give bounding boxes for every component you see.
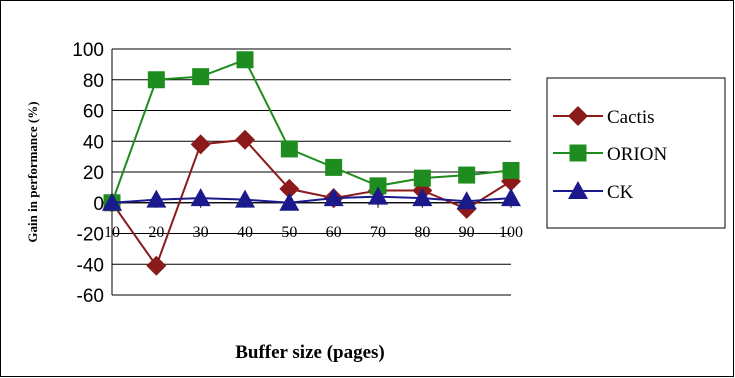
series-line-ck (111, 195, 512, 204)
x-tick-label-7: 80 (414, 224, 430, 241)
grid-lines (112, 48, 511, 296)
data-point-cactis-3 (235, 129, 255, 150)
data-point-cactis-1 (146, 255, 167, 276)
legend-label-ck: CK (607, 182, 634, 203)
y-tick-label-3: 0 (93, 194, 104, 215)
y-tick-label-5: 40 (83, 132, 104, 153)
x-tick-label-9: 100 (499, 224, 523, 241)
data-point-orion-6 (369, 177, 387, 195)
data-point-orion-4 (280, 140, 298, 158)
data-point-orion-3 (236, 51, 254, 69)
y-tick-label-6: 60 (83, 102, 104, 123)
data-point-ck-0 (102, 192, 122, 211)
x-tick-label-4: 50 (281, 224, 297, 241)
series-layer (102, 51, 521, 276)
data-point-ck-5 (323, 188, 344, 207)
series-line-orion (111, 58, 512, 204)
data-point-orion-5 (325, 158, 343, 176)
x-tick-label-3: 40 (237, 224, 253, 241)
data-point-orion-2 (192, 68, 210, 86)
legend-label-cactis: Cactis (607, 107, 655, 128)
y-axis-title: Gain in performance (%) (25, 101, 40, 242)
legend-label-orion: ORION (607, 144, 667, 165)
x-tick-label-2: 30 (193, 224, 209, 241)
x-tick-label-5: 60 (326, 224, 342, 241)
data-point-ck-1 (146, 189, 167, 208)
legend-marker-ck (568, 181, 588, 199)
data-point-cactis-2 (190, 134, 211, 155)
data-point-orion-9 (502, 161, 520, 179)
data-point-ck-6 (368, 186, 388, 205)
data-point-ck-8 (456, 191, 477, 210)
tick-labels: -60 -40 -20 0 20 40 60 80 100 10 20 30 40 50 60 70 80 90 1… (72, 40, 523, 307)
y-tick-label-2: -20 (77, 225, 104, 246)
data-point-cactis-4 (279, 178, 300, 199)
x-axis-title: Buffer size (pages) (235, 342, 385, 363)
data-point-ck-4 (279, 192, 300, 211)
data-point-ck-7 (412, 188, 433, 207)
x-tick-label-6: 70 (370, 224, 386, 241)
y-tick-label-1: -40 (77, 255, 104, 276)
legend: Cactis ORION CK (546, 77, 726, 229)
data-point-ck-9 (501, 188, 521, 207)
series-orion (103, 51, 520, 212)
series-ck (102, 186, 521, 211)
data-point-ck-3 (235, 189, 255, 208)
data-point-orion-1 (147, 71, 165, 89)
x-tick-label-1: 20 (148, 224, 164, 241)
data-point-orion-7 (413, 169, 431, 187)
y-tick-label-7: 80 (83, 71, 104, 92)
legend-marker-cactis (568, 106, 588, 126)
data-point-orion-8 (458, 166, 476, 184)
y-tick-label-8: 100 (72, 40, 104, 61)
x-tick-label-0: 10 (104, 224, 120, 241)
data-point-ck-2 (190, 188, 211, 207)
y-tick-label-4: 20 (83, 163, 104, 184)
legend-marker-orion (569, 144, 587, 162)
x-tick-label-8: 90 (459, 224, 475, 241)
y-tick-label-0: -60 (77, 286, 104, 307)
